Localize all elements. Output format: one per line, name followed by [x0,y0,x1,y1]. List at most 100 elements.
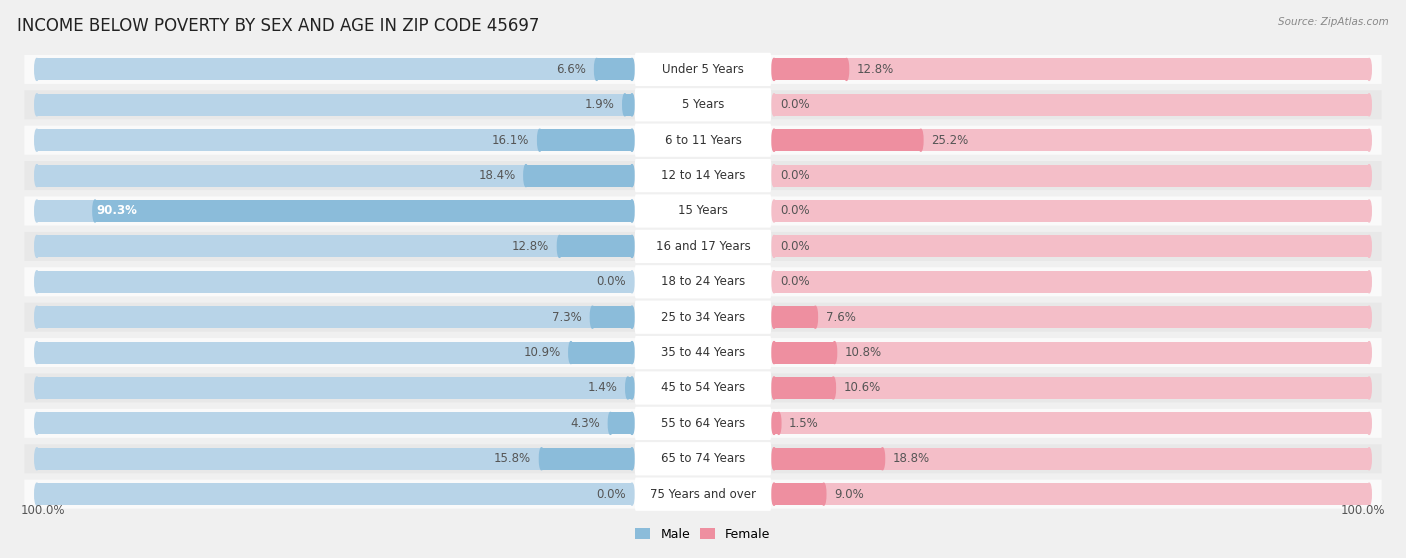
Circle shape [35,412,39,434]
Circle shape [772,377,776,399]
Text: 0.0%: 0.0% [596,275,626,288]
FancyBboxPatch shape [775,448,883,470]
FancyBboxPatch shape [37,59,631,80]
Circle shape [630,377,634,399]
FancyBboxPatch shape [775,412,779,434]
FancyBboxPatch shape [634,301,772,334]
Circle shape [630,94,634,116]
Circle shape [35,341,39,364]
Circle shape [35,448,39,470]
Text: 0.0%: 0.0% [780,204,810,218]
Circle shape [630,235,634,257]
FancyBboxPatch shape [634,442,772,475]
FancyBboxPatch shape [560,235,631,257]
Circle shape [813,306,817,328]
FancyBboxPatch shape [775,129,921,151]
Circle shape [630,165,634,186]
Circle shape [772,341,776,364]
Circle shape [630,200,634,222]
FancyBboxPatch shape [24,232,1382,261]
Circle shape [630,165,634,186]
Text: 9.0%: 9.0% [834,488,863,501]
FancyBboxPatch shape [775,235,1369,257]
Text: 15.8%: 15.8% [494,453,531,465]
FancyBboxPatch shape [24,196,1382,225]
FancyBboxPatch shape [775,165,1369,186]
Circle shape [1367,306,1371,328]
Circle shape [609,412,613,434]
FancyBboxPatch shape [634,478,772,511]
FancyBboxPatch shape [775,129,1369,151]
Circle shape [772,306,776,328]
Circle shape [630,306,634,328]
Circle shape [630,448,634,470]
FancyBboxPatch shape [775,59,846,80]
Circle shape [630,341,634,364]
FancyBboxPatch shape [775,306,1369,328]
Circle shape [35,94,39,116]
Circle shape [591,306,595,328]
FancyBboxPatch shape [24,338,1382,367]
FancyBboxPatch shape [775,306,815,328]
Text: 10.9%: 10.9% [523,346,561,359]
FancyBboxPatch shape [24,267,1382,296]
FancyBboxPatch shape [37,448,631,470]
Circle shape [1367,483,1371,505]
FancyBboxPatch shape [775,377,1369,399]
Circle shape [776,412,780,434]
Circle shape [1367,271,1371,293]
Circle shape [630,271,634,293]
Circle shape [772,129,776,151]
Circle shape [630,129,634,151]
Circle shape [630,59,634,80]
Text: 12.8%: 12.8% [856,63,894,76]
Circle shape [595,59,599,80]
Circle shape [1367,448,1371,470]
Circle shape [524,165,529,186]
Text: 65 to 74 Years: 65 to 74 Years [661,453,745,465]
Text: 15 Years: 15 Years [678,204,728,218]
FancyBboxPatch shape [634,265,772,299]
Circle shape [630,59,634,80]
FancyBboxPatch shape [634,159,772,193]
Circle shape [821,483,825,505]
Circle shape [1367,165,1371,186]
FancyBboxPatch shape [775,483,1369,505]
FancyBboxPatch shape [24,409,1382,438]
Circle shape [1367,94,1371,116]
FancyBboxPatch shape [592,306,631,328]
FancyBboxPatch shape [624,94,631,116]
Circle shape [35,306,39,328]
Circle shape [772,448,776,470]
FancyBboxPatch shape [540,129,631,151]
Text: 0.0%: 0.0% [780,240,810,253]
Circle shape [35,271,39,293]
Circle shape [772,59,776,80]
FancyBboxPatch shape [24,302,1382,331]
FancyBboxPatch shape [37,165,631,186]
Text: 10.8%: 10.8% [845,346,882,359]
FancyBboxPatch shape [24,161,1382,190]
Circle shape [845,59,849,80]
Circle shape [772,200,776,222]
FancyBboxPatch shape [96,200,631,222]
Circle shape [630,235,634,257]
Circle shape [772,483,776,505]
Circle shape [626,377,630,399]
FancyBboxPatch shape [24,373,1382,402]
FancyBboxPatch shape [541,448,631,470]
FancyBboxPatch shape [37,483,631,505]
Circle shape [630,341,634,364]
Circle shape [35,483,39,505]
Text: Under 5 Years: Under 5 Years [662,63,744,76]
Circle shape [772,483,776,505]
Circle shape [35,129,39,151]
Text: 12.8%: 12.8% [512,240,550,253]
FancyBboxPatch shape [634,230,772,263]
Text: 6.6%: 6.6% [557,63,586,76]
Text: 0.0%: 0.0% [780,275,810,288]
Circle shape [772,129,776,151]
Circle shape [831,377,835,399]
Circle shape [1367,377,1371,399]
Circle shape [35,200,39,222]
